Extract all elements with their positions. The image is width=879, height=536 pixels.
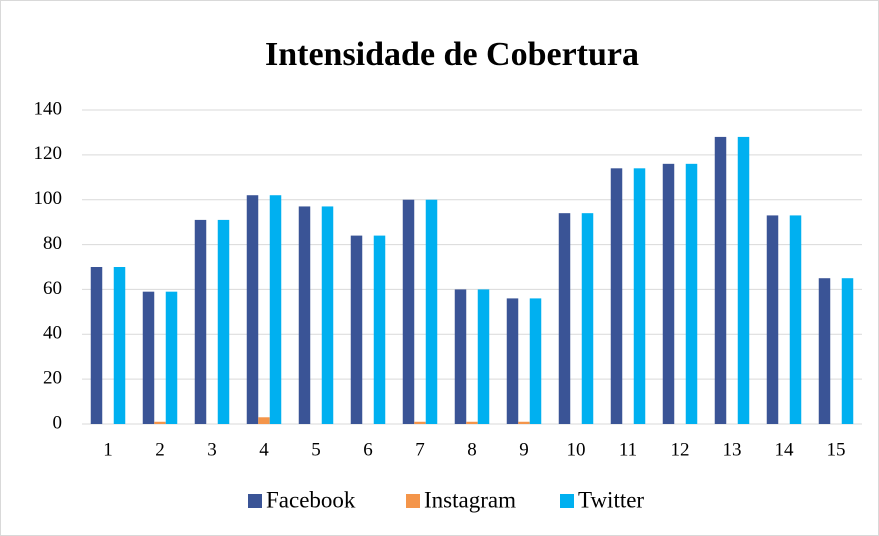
bar [269, 195, 282, 424]
x-tick-label: 4 [259, 439, 269, 460]
x-tick-label: 3 [207, 439, 217, 460]
bar [454, 289, 467, 424]
bar [558, 213, 571, 424]
bar [477, 289, 490, 424]
x-tick-label: 1 [103, 439, 113, 460]
bar [321, 206, 334, 424]
x-tick-label: 14 [775, 439, 795, 460]
legend-label: Facebook [266, 487, 356, 512]
bar [610, 168, 623, 424]
x-tick-label: 5 [311, 439, 321, 460]
bar [737, 136, 750, 424]
bar [466, 421, 478, 424]
y-tick-label: 20 [43, 368, 62, 389]
y-tick-label: 100 [34, 188, 63, 209]
y-tick-label: 120 [34, 143, 63, 164]
legend-label: Twitter [578, 487, 644, 512]
bar [841, 278, 854, 424]
legend-swatch [406, 494, 420, 508]
bar [766, 215, 779, 424]
legend-label: Instagram [424, 487, 516, 512]
bar [217, 219, 230, 424]
bar [90, 267, 103, 424]
y-tick-label: 60 [43, 278, 62, 299]
x-tick-label: 15 [827, 439, 846, 460]
y-tick-label: 80 [43, 233, 62, 254]
legend-swatch [248, 494, 262, 508]
x-tick-label: 6 [363, 439, 373, 460]
x-tick-label: 2 [155, 439, 165, 460]
y-tick-label: 40 [43, 323, 62, 344]
bar [506, 298, 519, 424]
chart-title: Intensidade de Cobertura [265, 36, 639, 73]
bar [402, 199, 415, 424]
bar [633, 168, 646, 424]
legend-swatch [560, 494, 574, 508]
bar [113, 267, 126, 424]
bar [414, 421, 426, 424]
x-tick-label: 7 [415, 439, 425, 460]
bar [425, 199, 438, 424]
bar [373, 235, 386, 424]
x-tick-label: 12 [671, 439, 690, 460]
y-tick-label: 0 [53, 412, 63, 433]
bar [142, 291, 155, 424]
bar [714, 136, 727, 424]
bar [529, 298, 542, 424]
bar [246, 195, 259, 424]
bar [685, 163, 698, 425]
bar [298, 206, 311, 424]
bar [258, 417, 270, 424]
x-tick-label: 13 [723, 439, 742, 460]
bar [165, 291, 178, 424]
bar [662, 163, 675, 425]
bar [350, 235, 363, 424]
y-tick-label: 140 [34, 98, 63, 119]
bar [818, 278, 831, 424]
bar [518, 421, 530, 424]
x-tick-label: 11 [619, 439, 637, 460]
x-tick-label: 10 [567, 439, 586, 460]
bar [581, 213, 594, 424]
x-tick-label: 9 [519, 439, 529, 460]
bar [194, 219, 207, 424]
x-tick-label: 8 [467, 439, 477, 460]
bar [154, 421, 166, 424]
bar [789, 215, 802, 424]
